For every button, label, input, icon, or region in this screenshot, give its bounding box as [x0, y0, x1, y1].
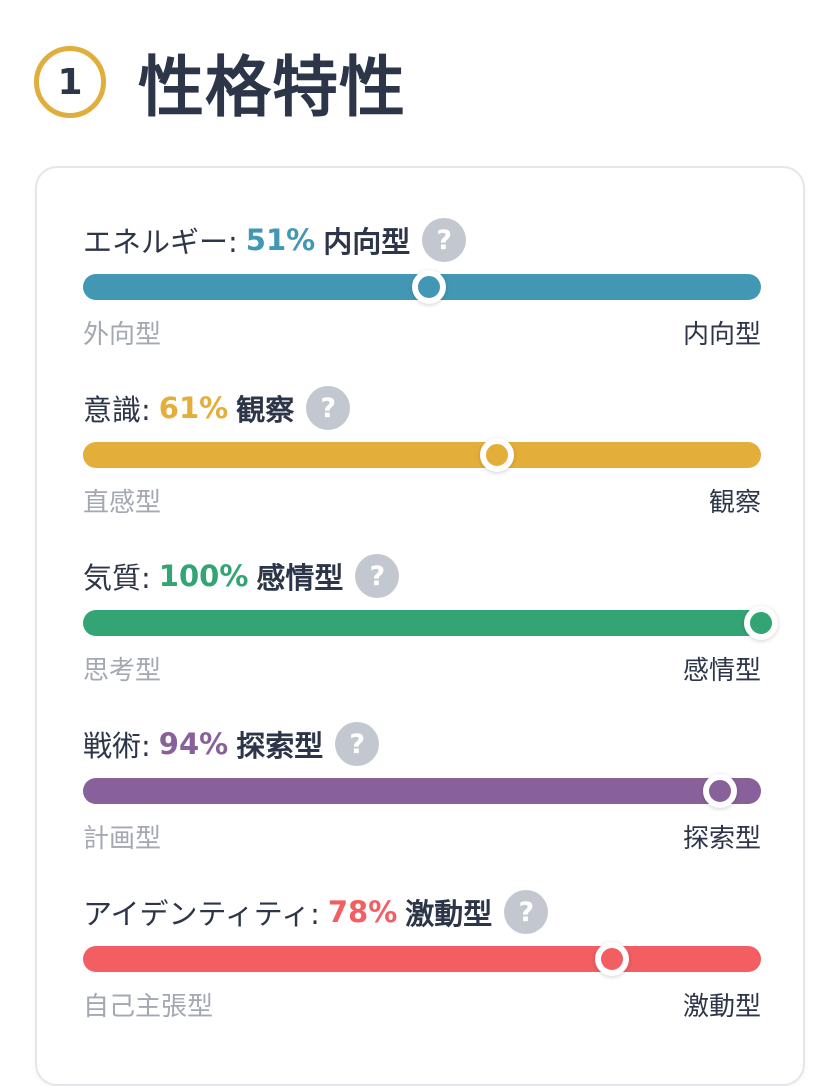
help-icon[interactable]: ? [355, 554, 400, 598]
trait-type: 感情型 [256, 561, 344, 595]
trait-type: 観察 [236, 393, 295, 427]
trait-scale-ends: 自己主張型 激動型 [83, 986, 761, 1022]
trait-slider-track [83, 606, 778, 640]
trait-name: アイデンティティ: [83, 897, 320, 931]
trait-left-label: 思考型 [83, 655, 162, 686]
traits-card: エネルギー: 51% 内向型 ? 外向型 内向型 意識: 61% 観察 ? 直感… [35, 166, 805, 1086]
trait-scale-ends: 直感型 観察 [83, 482, 761, 518]
trait-scale-ends: 計画型 探索型 [83, 818, 761, 854]
trait-left-label: 計画型 [83, 823, 162, 854]
trait-tactics: 戦術: 94% 探索型 ? 計画型 探索型 [83, 722, 761, 854]
help-icon[interactable]: ? [335, 722, 380, 766]
trait-type: 激動型 [405, 897, 493, 931]
trait-slider-knob [479, 438, 514, 472]
trait-slider-track [83, 774, 761, 808]
trait-scale-ends: 思考型 感情型 [83, 650, 761, 686]
trait-percent: 100% [158, 559, 249, 593]
trait-right-label: 探索型 [682, 823, 761, 854]
trait-label: 意識: 61% 観察 ? [83, 386, 351, 430]
trait-slider-knob [703, 774, 738, 808]
trait-slider-track [83, 438, 761, 472]
trait-name: 意識: [83, 393, 151, 427]
trait-name: エネルギー: [83, 225, 238, 259]
trait-label: 戦術: 94% 探索型 ? [83, 722, 380, 766]
trait-percent: 61% [158, 391, 229, 425]
trait-scale-ends: 外向型 内向型 [83, 314, 761, 350]
trait-identity: アイデンティティ: 78% 激動型 ? 自己主張型 激動型 [83, 890, 761, 1022]
trait-left-label: 自己主張型 [83, 991, 214, 1022]
trait-type: 探索型 [236, 729, 324, 763]
trait-right-label: 激動型 [682, 991, 761, 1022]
trait-right-label: 内向型 [682, 319, 761, 350]
trait-percent: 78% [327, 895, 398, 929]
help-icon[interactable]: ? [504, 890, 549, 934]
trait-name: 気質: [83, 561, 151, 595]
help-icon[interactable]: ? [306, 386, 351, 430]
trait-right-label: 観察 [708, 487, 761, 518]
trait-name: 戦術: [83, 729, 151, 763]
trait-label: エネルギー: 51% 内向型 ? [83, 218, 467, 262]
trait-slider-track [83, 270, 761, 304]
trait-left-label: 直感型 [83, 487, 162, 518]
trait-slider-knob [744, 606, 778, 640]
page-title: 性格特性 [138, 49, 406, 126]
trait-left-label: 外向型 [83, 319, 162, 350]
step-number-badge: 1 [34, 46, 106, 118]
trait-slider-knob [594, 942, 629, 976]
trait-percent: 51% [245, 223, 316, 257]
trait-slider-track [83, 942, 761, 976]
section-header: 1 性格特性 [34, 40, 406, 126]
trait-mind: 意識: 61% 観察 ? 直感型 観察 [83, 386, 761, 518]
trait-right-label: 感情型 [682, 655, 761, 686]
trait-label: アイデンティティ: 78% 激動型 ? [83, 890, 549, 934]
help-icon[interactable]: ? [422, 218, 467, 262]
trait-energy: エネルギー: 51% 内向型 ? 外向型 内向型 [83, 218, 761, 350]
trait-nature: 気質: 100% 感情型 ? 思考型 感情型 [83, 554, 778, 686]
trait-percent: 94% [158, 727, 229, 761]
trait-slider-knob [411, 270, 446, 304]
trait-label: 気質: 100% 感情型 ? [83, 554, 400, 598]
trait-type: 内向型 [323, 225, 411, 259]
